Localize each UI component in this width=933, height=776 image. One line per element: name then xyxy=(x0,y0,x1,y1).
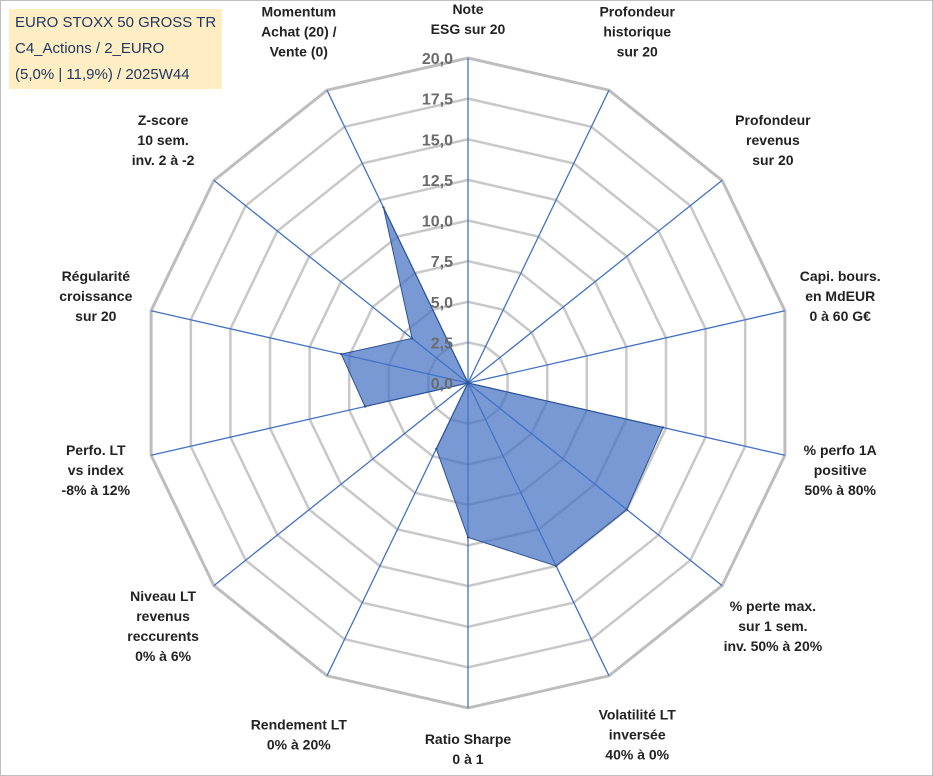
axis-label-line: Rendement LT xyxy=(251,716,348,732)
axis-label-line: % perfo 1A xyxy=(804,442,877,458)
axis-label-line: Volatilité LT xyxy=(599,706,677,722)
axis-label-line: Z-score xyxy=(138,112,189,128)
spoke-9 xyxy=(213,382,469,587)
data-point-13 xyxy=(382,206,385,209)
axis-label-line: sur 1 sem. xyxy=(738,618,807,634)
title-line-2: C4_Actions / 2_EURO xyxy=(15,40,165,57)
data-point-9 xyxy=(466,381,470,385)
axis-label-6: Volatilité LT inversée 40% à 0% xyxy=(599,706,677,762)
series-layer xyxy=(340,206,665,568)
axis-label-line: inv. 50% à 20% xyxy=(724,638,823,654)
data-point-7 xyxy=(466,536,470,539)
axis-label-line: 50% à 80% xyxy=(804,482,876,498)
axis-label-line: en MdEUR xyxy=(805,288,875,304)
spoke-3 xyxy=(467,310,786,384)
axis-label-line: 0 à 60 G€ xyxy=(809,308,871,324)
axis-label-line: ESG sur 20 xyxy=(431,21,506,37)
axis-label-line: -8% à 12% xyxy=(62,482,131,498)
tick-label: 2,5 xyxy=(431,335,453,352)
axis-label-10: Perfo. LT vs index -8% à 12% xyxy=(62,442,131,498)
axis-label-line: 10 sem. xyxy=(137,132,188,148)
axis-label-line: 0% à 20% xyxy=(267,736,331,752)
axis-label-line: Ratio Sharpe xyxy=(425,731,512,747)
axis-label-line: sur 20 xyxy=(752,152,793,168)
data-point-6 xyxy=(554,564,558,568)
axis-label-line: sur 20 xyxy=(617,44,658,60)
tick-label: 7,5 xyxy=(431,254,453,271)
axis-label-line: Momentum xyxy=(261,4,336,20)
axis-label-11: Régularité croissance sur 20 xyxy=(59,268,132,324)
axis-label-line: revenus xyxy=(136,608,190,624)
axis-label-line: Niveau LT xyxy=(130,588,196,604)
spoke-2 xyxy=(467,179,723,384)
axis-label-line: Régularité xyxy=(62,268,131,284)
tick-label: 15,0 xyxy=(422,132,453,149)
axis-label-line: Capi. bours. xyxy=(800,268,881,284)
axis-label-0: Note ESG sur 20 xyxy=(431,1,506,37)
tick-label: 20,0 xyxy=(422,51,453,68)
axis-label-9: Niveau LT revenus reccurents 0% à 6% xyxy=(127,588,199,664)
axis-label-line: revenus xyxy=(746,132,800,148)
axis-label-line: Perfo. LT xyxy=(66,442,126,458)
axis-label-line: sur 20 xyxy=(75,308,116,324)
axis-label-line: Profondeur xyxy=(735,112,811,128)
axis-label-2: Profondeur revenus sur 20 xyxy=(735,112,811,168)
axis-label-line: Vente (0) xyxy=(270,44,328,60)
data-point-4 xyxy=(661,426,665,429)
data-point-8 xyxy=(435,447,438,451)
axis-label-line: positive xyxy=(814,462,867,478)
axis-label-line: reccurents xyxy=(127,628,199,644)
title-line-1: EURO STOXX 50 GROSS TR xyxy=(15,14,217,31)
data-point-5 xyxy=(625,508,628,511)
data-point-11 xyxy=(340,352,343,356)
tick-label: 10,0 xyxy=(422,214,453,231)
title-line-3: (5,0% | 11,9%) / 2025W44 xyxy=(15,66,190,83)
axis-label-13: Momentum Achat (20) / Vente (0) xyxy=(261,4,337,60)
axis-label-8: Rendement LT 0% à 20% xyxy=(251,716,348,752)
axis-label-line: historique xyxy=(603,24,671,40)
axis-label-12: Z-score 10 sem. inv. 2 à -2 xyxy=(132,112,195,168)
spoke-1 xyxy=(467,89,610,384)
axis-label-line: Achat (20) / xyxy=(261,24,337,40)
tick-label: 17,5 xyxy=(422,92,453,109)
data-point-12 xyxy=(410,337,414,340)
title-box: EURO STOXX 50 GROSS TR C4_Actions / 2_EU… xyxy=(9,9,222,89)
axis-label-4: % perfo 1A positive 50% à 80% xyxy=(804,442,877,498)
tick-label-layer: 0,0 2,5 5,0 7,5 10,0 12,5 15,0 17,5 20,0 xyxy=(422,51,453,393)
tick-label: 12,5 xyxy=(422,173,453,190)
axis-label-line: vs index xyxy=(68,462,124,478)
series-area-0 xyxy=(340,207,664,567)
axis-label-1: Profondeur historique sur 20 xyxy=(599,4,675,60)
axis-label-line: inv. 2 à -2 xyxy=(132,152,195,168)
axis-label-3: Capi. bours. en MdEUR 0 à 60 G€ xyxy=(800,268,881,324)
tick-label: 0,0 xyxy=(431,376,453,393)
axis-label-line: Note xyxy=(452,1,483,17)
axis-label-5: % perte max. sur 1 sem. inv. 50% à 20% xyxy=(724,598,823,654)
axis-label-line: Profondeur xyxy=(599,4,675,20)
axis-label-layer: Note ESG sur 20 Profondeur historique sur 20… xyxy=(59,1,880,767)
axis-label-7: Ratio Sharpe 0 à 1 xyxy=(425,731,512,767)
data-point-10 xyxy=(363,405,367,408)
axis-label-line: 0 à 1 xyxy=(452,751,483,767)
axis-label-line: inversée xyxy=(609,726,666,742)
axis-label-line: % perte max. xyxy=(730,598,816,614)
tick-label: 5,0 xyxy=(431,295,453,312)
axis-label-line: croissance xyxy=(59,288,132,304)
axis-label-line: 40% à 0% xyxy=(605,746,669,762)
axis-label-line: 0% à 6% xyxy=(135,648,192,664)
